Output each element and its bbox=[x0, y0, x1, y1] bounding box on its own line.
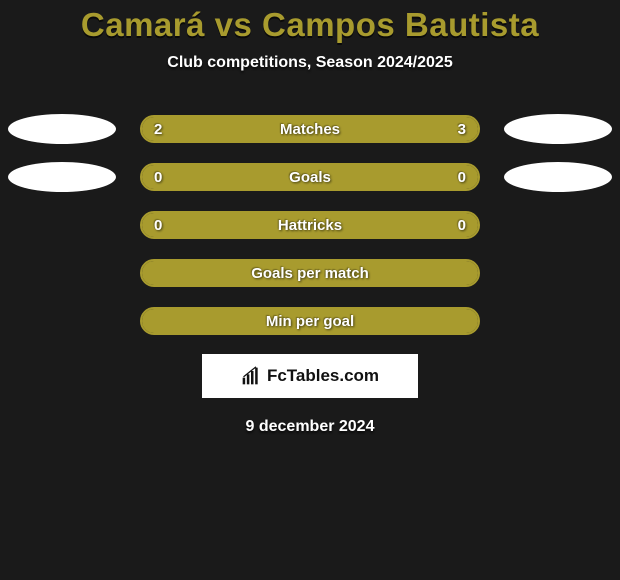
stat-bar: Goals per match bbox=[140, 259, 480, 287]
player-right-indicator bbox=[504, 162, 612, 192]
brand-text: FcTables.com bbox=[267, 366, 379, 386]
stat-fill-right bbox=[310, 309, 478, 333]
stat-row: 00Goals bbox=[0, 162, 620, 192]
stat-fill-left bbox=[142, 309, 310, 333]
stat-row: 00Hattricks bbox=[0, 210, 620, 240]
stat-fill-right bbox=[310, 261, 478, 285]
stat-fill-right bbox=[310, 165, 478, 189]
stat-fill-right bbox=[310, 213, 478, 237]
player-left-indicator bbox=[8, 162, 116, 192]
branding-box: FcTables.com bbox=[202, 354, 418, 398]
stat-fill-left bbox=[142, 213, 310, 237]
stat-fill-left bbox=[142, 117, 276, 141]
stats-rows: 23Matches 00Goals 00Hattricks Goals per mat… bbox=[0, 114, 620, 336]
subtitle: Club competitions, Season 2024/2025 bbox=[0, 54, 620, 72]
bar-chart-icon bbox=[241, 366, 261, 386]
date-label: 9 december 2024 bbox=[0, 418, 620, 436]
stat-fill-left bbox=[142, 165, 310, 189]
stat-bar: 00Goals bbox=[140, 163, 480, 191]
player-left-indicator bbox=[8, 114, 116, 144]
stat-row: Min per goal bbox=[0, 306, 620, 336]
stat-bar: 23Matches bbox=[140, 115, 480, 143]
stat-bar: 00Hattricks bbox=[140, 211, 480, 239]
stat-fill-left bbox=[142, 261, 310, 285]
stat-row: Goals per match bbox=[0, 258, 620, 288]
stat-bar: Min per goal bbox=[140, 307, 480, 335]
player-right-indicator bbox=[504, 114, 612, 144]
comparison-card: Camará vs Campos Bautista Club competiti… bbox=[0, 0, 620, 436]
page-title: Camará vs Campos Bautista bbox=[0, 6, 620, 44]
stat-fill-right bbox=[276, 117, 478, 141]
stat-row: 23Matches bbox=[0, 114, 620, 144]
